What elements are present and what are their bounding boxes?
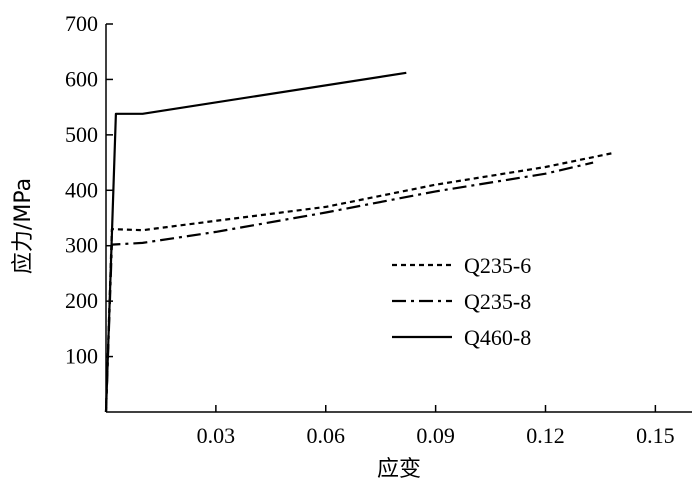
series-line-q235-6 <box>104 151 616 413</box>
x-tick-label: 0.06 <box>307 423 346 448</box>
series-line-q460-8 <box>104 71 407 413</box>
legend: Q235-6 Q235-8 Q460-8 <box>392 253 531 350</box>
x-tick-label: 0.15 <box>636 423 675 448</box>
series-lines <box>104 71 616 413</box>
x-axis-title: 应变 <box>377 457 421 482</box>
x-tick-label: 0.03 <box>197 423 236 448</box>
y-tick-label: 200 <box>65 288 98 313</box>
y-tick-label: 100 <box>65 344 98 369</box>
axes: 100 200 300 400 500 600 700 0.03 0.06 0.09 0.12 0.1… <box>65 11 692 448</box>
y-tick-label: 500 <box>65 122 98 147</box>
x-tick-label: 0.12 <box>526 423 565 448</box>
legend-label: Q460-8 <box>464 325 531 350</box>
legend-label: Q235-8 <box>464 289 531 314</box>
y-axis-title: 应力/MPa <box>11 178 36 274</box>
y-tick-label: 400 <box>65 177 98 202</box>
y-tick-label: 300 <box>65 233 98 258</box>
series-line-q235-8 <box>104 161 594 413</box>
y-tick-label: 600 <box>65 66 98 91</box>
legend-label: Q235-6 <box>464 253 531 278</box>
y-tick-label: 700 <box>65 11 98 36</box>
x-tick-label: 0.09 <box>416 423 455 448</box>
